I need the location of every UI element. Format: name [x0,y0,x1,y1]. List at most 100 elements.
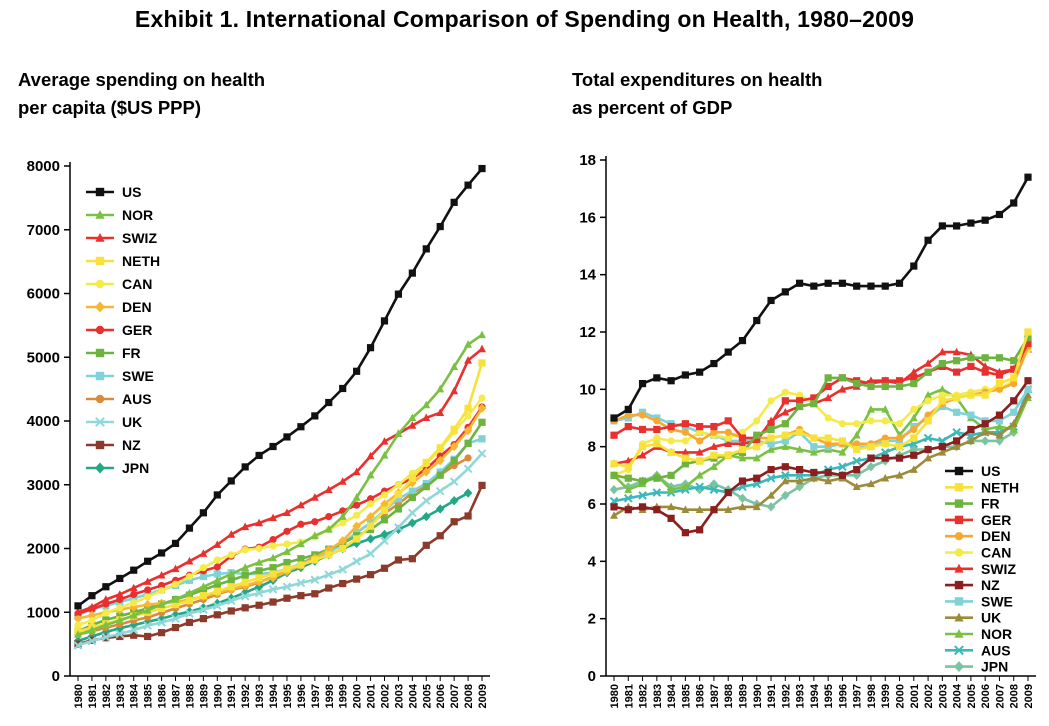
data-point [464,356,473,364]
data-point [143,606,152,614]
data-point [910,451,918,459]
series-neth [610,328,1032,471]
y-tick-label: 4000 [27,413,60,430]
data-point [130,566,138,574]
data-point [450,198,458,206]
data-point [767,397,775,405]
legend-marker [95,325,105,335]
data-point [129,602,139,612]
data-point [838,437,847,445]
data-point [710,428,718,436]
data-point [366,534,375,544]
data-point [464,181,472,189]
data-point [781,397,789,405]
data-point [867,443,875,451]
data-point [269,570,277,578]
data-point [638,503,647,511]
data-point [795,466,804,474]
data-point [325,398,333,407]
data-point [101,595,110,603]
data-point [624,506,632,514]
series-uk [73,449,487,650]
data-point [325,551,333,559]
data-point [436,532,444,540]
data-point [938,359,946,368]
data-point [283,558,291,567]
data-point [297,520,305,528]
data-point [980,436,990,446]
data-point [74,621,82,629]
data-point [338,536,348,546]
data-point [710,423,718,431]
data-point [352,467,361,476]
data-point [881,434,889,442]
data-point [1010,380,1018,388]
data-point [795,402,804,411]
data-point [421,511,431,522]
data-point [102,616,110,624]
data-point [116,632,124,641]
data-point [422,458,430,467]
data-point [624,485,633,493]
data-point [297,555,305,563]
data-point [464,454,472,462]
data-point [213,611,221,619]
data-point [838,374,847,382]
data-point [1024,377,1032,385]
data-point [809,473,818,482]
x-tick-label: 1991 [226,684,238,708]
data-point [115,623,125,633]
data-point [781,471,790,480]
data-point [1010,397,1018,405]
data-point [938,222,946,230]
data-point [450,362,459,371]
x-tick-label: 1985 [143,684,155,708]
data-point [464,512,472,520]
data-point [609,484,619,495]
left-panel-title: Average spending on health per capita ($… [18,69,266,118]
data-point [185,524,194,532]
data-point [953,408,961,416]
data-point [653,474,661,482]
data-point [255,558,264,566]
data-point [810,400,818,408]
data-point [366,522,375,530]
data-point [339,544,347,553]
data-point [436,471,444,479]
data-point [74,602,82,610]
data-point [408,421,417,429]
legend-label: CAN [981,545,1011,561]
data-point [227,530,236,538]
data-point [624,411,632,419]
data-point [408,269,416,277]
data-point [766,473,776,483]
data-point [213,570,221,578]
data-point [185,572,194,581]
data-point [157,549,166,557]
x-tick-label: 1996 [296,684,308,708]
x-tick-label: 2006 [435,684,447,708]
legend-marker [954,532,964,541]
data-point [910,425,918,434]
data-point [610,460,618,468]
data-point [881,440,889,448]
data-point [116,612,124,620]
data-point [667,437,675,445]
data-point [74,607,82,616]
data-point [478,344,486,353]
legend-marker [954,645,964,656]
data-point [995,380,1004,388]
data-point [895,454,904,462]
legend-label: UK [981,610,1001,626]
data-point [752,502,761,511]
data-point [795,482,804,492]
x-tick-label: 2007 [994,684,1006,708]
data-point [227,569,236,578]
data-point [881,382,889,391]
data-point [810,394,818,402]
data-point [157,600,166,608]
series-uk [610,390,1032,519]
data-point [981,368,989,376]
data-point [767,296,775,305]
data-point [967,354,975,362]
